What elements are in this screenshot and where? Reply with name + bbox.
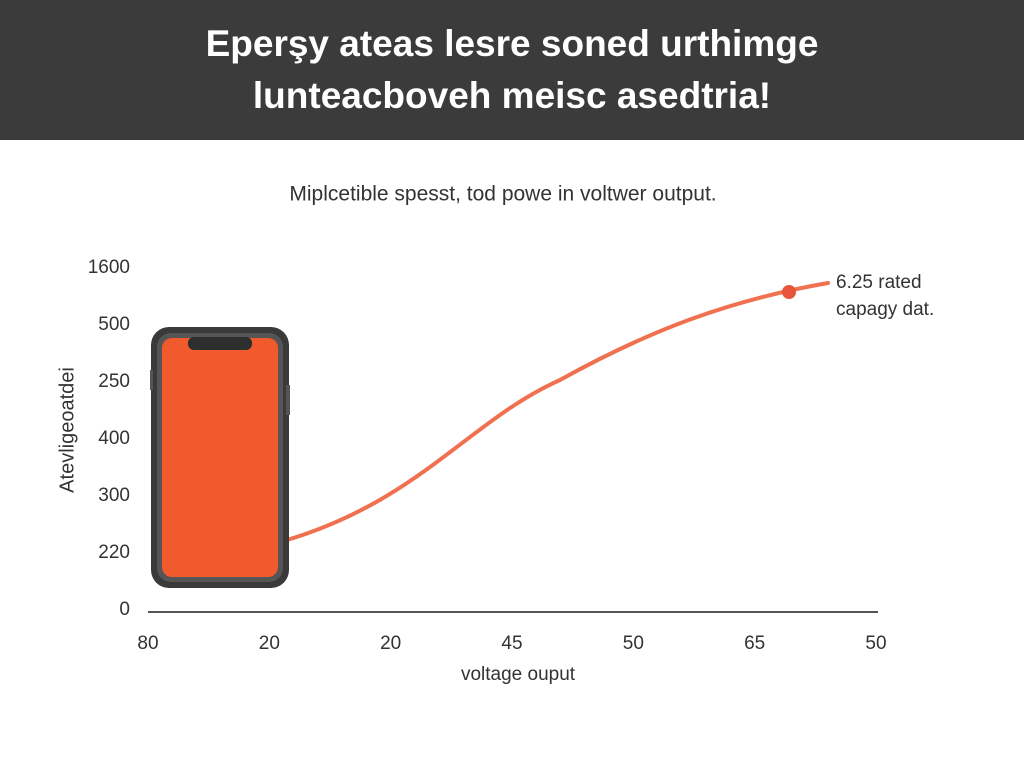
phone-button (150, 370, 153, 390)
header-bar (0, 0, 1024, 140)
phone-button (286, 385, 290, 415)
y-tick-label: 0 (119, 599, 130, 620)
highlight-dot (782, 285, 796, 299)
x-tick-label: 50 (865, 633, 886, 654)
y-tick-label: 500 (98, 314, 130, 335)
y-tick-label: 1600 (88, 257, 130, 278)
x-tick-label: 20 (259, 633, 280, 654)
phone-notch (188, 337, 252, 350)
y-tick-label: 220 (98, 542, 130, 563)
annotation: capagy dat. (836, 299, 934, 320)
curve (285, 281, 830, 542)
annotation: 6.25 rated (836, 272, 922, 293)
phone-screen (162, 338, 278, 577)
x-tick-label: 20 (380, 633, 401, 654)
y-tick-label: 250 (98, 371, 130, 392)
x-tick-label: 45 (501, 633, 522, 654)
x-tick-label: 65 (744, 633, 765, 654)
chart-subtitle: Miplcetible spesst, tod powe in voltwer … (289, 183, 716, 206)
y-tick-label: 400 (98, 428, 130, 449)
y-axis-label: Atevligeoatdei (56, 367, 78, 493)
y-tick-label: 300 (98, 485, 130, 506)
title-line: lunteacboveh meisc asedtria! (253, 75, 771, 116)
x-axis-label: voltage ouput (461, 664, 576, 685)
phone (150, 327, 290, 588)
title-line: Eperşy ateas lesre soned urthimge (206, 23, 819, 64)
x-tick-label: 80 (137, 633, 158, 654)
x-tick-label: 50 (623, 633, 644, 654)
